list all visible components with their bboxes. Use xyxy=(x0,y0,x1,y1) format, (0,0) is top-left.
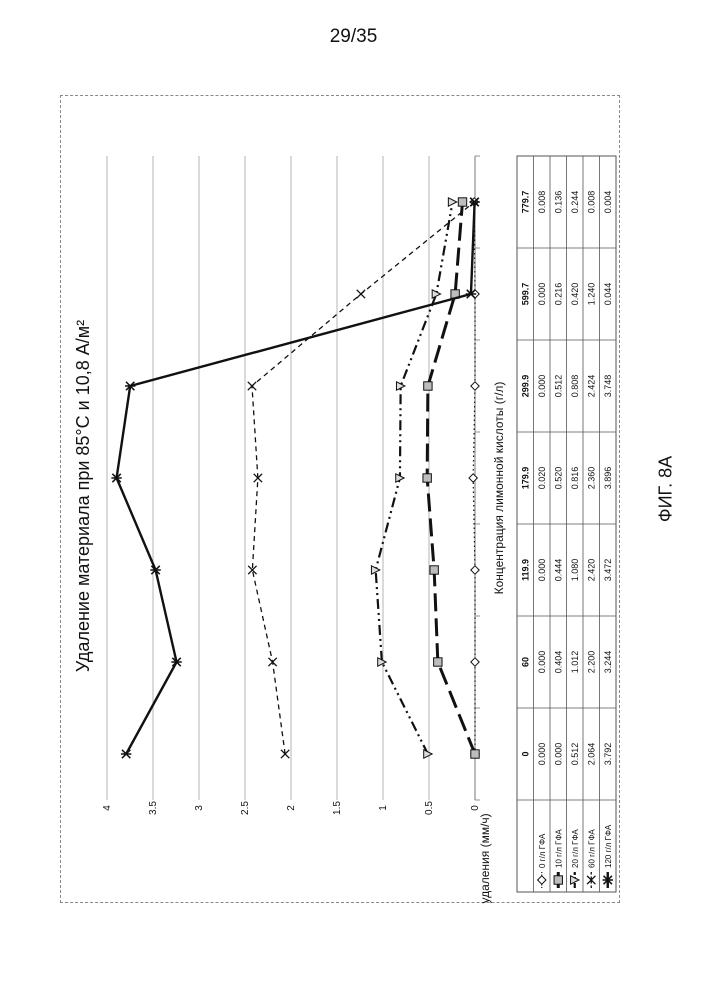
legend-symbol xyxy=(571,872,579,888)
legend-label: 60 г/л ГФА xyxy=(587,829,596,868)
marker-x xyxy=(357,290,365,298)
table-cell-value: 0.444 xyxy=(553,559,563,582)
table-cell-value: 3.792 xyxy=(603,743,613,766)
marker-diamond xyxy=(471,658,479,666)
x-tick-label: 599.7 xyxy=(520,283,530,306)
table-cell-value: 2.420 xyxy=(586,559,596,582)
table-cell-value: 2.360 xyxy=(586,467,596,490)
table-cell-value: 3.748 xyxy=(603,375,613,398)
chart-svg: 0 0.5 1 1.5 2 2.5 3 3.5 4 0 60 119.9 179.9 299.9 599.… xyxy=(61,96,621,904)
x-axis-title: Концентрация лимонной кислоты (г/л) xyxy=(492,382,506,595)
table-cell-value: 0.000 xyxy=(537,375,547,398)
table-cell-value: 0.044 xyxy=(603,283,613,306)
marker-square xyxy=(554,876,562,884)
y-axis-title: Скорость удаления (мм/ч) xyxy=(478,813,492,904)
table-cell-value: 2.200 xyxy=(586,651,596,674)
x-tick-label: 0 xyxy=(520,751,530,756)
table-cell-value: 0.404 xyxy=(553,651,563,674)
marker-x xyxy=(248,382,256,390)
marker-triangle xyxy=(424,750,432,758)
table-cell-value: 0.008 xyxy=(586,191,596,214)
marker-triangle xyxy=(448,198,456,206)
table-cell-value: 1.080 xyxy=(570,559,580,582)
table-cell-value: 0.512 xyxy=(553,375,563,398)
grid-lines xyxy=(107,156,429,800)
marker-diamond xyxy=(471,566,479,574)
marker-square xyxy=(458,198,466,206)
table-cell-value: 0.000 xyxy=(553,743,563,766)
marker-square xyxy=(423,474,431,482)
y-tick-label: 2.5 xyxy=(240,801,251,815)
table-cell-value: 0.420 xyxy=(570,283,580,306)
y-tick-label: 0.5 xyxy=(424,801,435,815)
y-tick-label: 0 xyxy=(470,805,481,811)
table-cell-value: 0.520 xyxy=(553,467,563,490)
figure-caption: ФИГ. 8А xyxy=(656,456,677,522)
table-cell-value: 3.472 xyxy=(603,559,613,582)
table-cell-value: 0.008 xyxy=(537,191,547,214)
marker-diamond xyxy=(538,876,546,884)
table-cell-value: 3.244 xyxy=(603,651,613,674)
marker-square xyxy=(430,566,438,574)
table-cell-value: 0.216 xyxy=(553,283,563,306)
table-cell-value: 0.000 xyxy=(537,559,547,582)
page-number: 29/35 xyxy=(0,26,707,48)
table-cell-value: 0.004 xyxy=(603,191,613,214)
y-tick-label: 4 xyxy=(102,805,113,811)
data-table: 0 60 119.9 179.9 299.9 599.7 779.7 0 г/л ГФА 0.0… xyxy=(517,156,616,892)
legend-label: 10 г/л ГФА xyxy=(554,829,563,868)
marker-square xyxy=(424,382,432,390)
series-lines xyxy=(111,198,479,758)
table-cell-value: 0.000 xyxy=(537,283,547,306)
marker-x xyxy=(268,658,276,666)
x-tick-label: 779.7 xyxy=(520,191,530,214)
table-cell-value: 0.020 xyxy=(537,467,547,490)
table-cell-value: 3.896 xyxy=(603,467,613,490)
table-cell-value: 2.064 xyxy=(586,743,596,766)
marker-square xyxy=(434,658,442,666)
marker-diamond xyxy=(471,382,479,390)
legend-label: 20 г/л ГФА xyxy=(571,829,580,868)
y-tick-label: 3.5 xyxy=(148,801,159,815)
legend-symbol xyxy=(554,872,562,888)
x-tick-label: 119.9 xyxy=(520,559,530,581)
legend-label: 120 г/л ГФА xyxy=(604,824,613,868)
marker-diamond xyxy=(469,474,477,482)
table-cell-value: 0.000 xyxy=(537,743,547,766)
y-tick-label: 3 xyxy=(194,805,205,811)
table-cell-value: 0.136 xyxy=(553,191,563,214)
series-line xyxy=(117,202,475,754)
table-cell-value: 0.000 xyxy=(537,651,547,674)
y-tick-label: 1.5 xyxy=(332,801,343,815)
marker-star xyxy=(121,750,131,758)
table-cell-value: 0.808 xyxy=(570,375,580,398)
x-tick-label: 299.9 xyxy=(520,375,530,398)
y-tick-label: 2 xyxy=(286,805,297,811)
table-cell-value: 1.240 xyxy=(586,283,596,306)
table-cell-value: 1.012 xyxy=(570,651,580,674)
legend-symbol xyxy=(587,872,595,888)
chart-frame: 0 0.5 1 1.5 2 2.5 3 3.5 4 0 60 119.9 179.9 299.9 599.… xyxy=(60,95,620,903)
table-cell-value: 2.424 xyxy=(586,375,596,398)
chart-title: Удаление материала при 85°C и 10,8 А/м² xyxy=(73,320,93,672)
marker-square xyxy=(471,750,479,758)
legend-label: 0 г/л ГФА xyxy=(538,833,547,868)
x-tick-label: 60 xyxy=(520,657,530,667)
legend-symbol xyxy=(538,872,546,888)
legend-symbol xyxy=(603,872,613,888)
y-tick-label: 1 xyxy=(378,805,389,811)
table-cell-value: 0.512 xyxy=(570,743,580,766)
table-cell-value: 0.244 xyxy=(570,191,580,214)
x-tick-label: 179.9 xyxy=(520,467,530,490)
series-line xyxy=(427,202,475,754)
chart-text: Удаление материала при 85°C и 10,8 А/м² … xyxy=(73,320,506,904)
table-cell-value: 0.816 xyxy=(570,467,580,490)
